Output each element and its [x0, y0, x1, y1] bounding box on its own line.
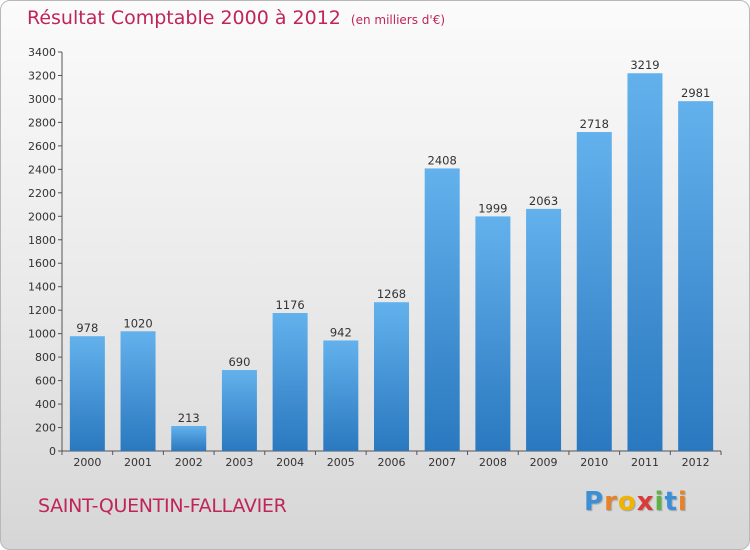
logo-letter: i [654, 487, 665, 517]
x-tick-label: 2005 [327, 456, 355, 469]
y-tick-label: 200 [35, 422, 56, 435]
chart-unit: (en milliers d'€) [350, 13, 446, 27]
x-tick-label: 2007 [428, 456, 456, 469]
data-label-2010: 2718 [580, 117, 609, 131]
y-tick-label: 1800 [28, 234, 56, 247]
bar-2009 [526, 208, 562, 451]
y-tick-label: 1200 [28, 304, 56, 317]
location-name: SAINT-QUENTIN-FALLAVIER [38, 495, 287, 517]
data-label-2007: 2408 [428, 153, 457, 167]
x-tick-label: 2012 [682, 456, 710, 469]
x-tick-label: 2008 [479, 456, 507, 469]
y-tick-label: 3400 [28, 46, 56, 59]
bar-2004 [272, 312, 308, 451]
logo-letter: x [636, 487, 655, 517]
chart-title: Résultat Comptable 2000 à 2012 [27, 7, 341, 29]
bar-2012 [678, 101, 714, 451]
logo-letter: t [664, 487, 678, 517]
bar-2002 [171, 426, 207, 451]
logo-letter: P [584, 487, 605, 517]
y-tick-label: 2000 [28, 210, 56, 223]
y-tick-label: 800 [35, 351, 56, 364]
data-label-2001: 1020 [123, 316, 152, 330]
proxiti-logo: Proxiti [584, 487, 688, 517]
y-tick-label: 3000 [28, 93, 56, 106]
chart-title-block: Résultat Comptable 2000 à 2012 (en millie… [27, 7, 445, 29]
data-label-2012: 2981 [681, 86, 710, 100]
bars-group [69, 73, 714, 452]
data-label-2000: 978 [76, 321, 98, 335]
data-label-2004: 1176 [275, 298, 304, 312]
x-tick-label: 2010 [580, 456, 608, 469]
data-label-2011: 3219 [630, 58, 659, 72]
bar-2011 [627, 73, 663, 452]
data-labels-group: 978 1020 213 690 1176 942 1268 2408 1999 2063 2718… [76, 58, 710, 425]
x-tick-label: 2002 [175, 456, 203, 469]
x-tick-label: 2006 [378, 456, 406, 469]
logo-letter: o [617, 487, 637, 517]
y-tick-label: 2600 [28, 140, 56, 153]
y-tick-label: 2400 [28, 163, 56, 176]
x-tick-label: 2003 [225, 456, 253, 469]
bar-2003 [221, 370, 257, 451]
bar-2005 [323, 340, 359, 451]
y-axis: 0 200 400 600 800 1000 1200 1400 1600 1800 2000 220… [28, 46, 63, 458]
bar-2007 [424, 168, 460, 451]
data-label-2006: 1268 [377, 287, 406, 301]
bar-2008 [475, 216, 511, 451]
y-tick-label: 2800 [28, 116, 56, 129]
logo-letter: r [604, 487, 618, 517]
y-tick-label: 2200 [28, 187, 56, 200]
y-tick-label: 1400 [28, 281, 56, 294]
y-tick-label: 600 [35, 375, 56, 388]
y-tick-label: 1000 [28, 328, 56, 341]
bar-2006 [374, 302, 409, 451]
x-tick-label: 2009 [530, 456, 558, 469]
x-tick-label: 2001 [124, 456, 152, 469]
bar-2010 [576, 132, 612, 451]
y-tick-label: 0 [49, 445, 56, 458]
data-label-2002: 213 [178, 411, 200, 425]
bar-2001 [120, 331, 156, 451]
x-tick-label: 2011 [631, 456, 659, 469]
data-label-2009: 2063 [529, 194, 558, 208]
data-label-2005: 942 [330, 325, 352, 339]
x-tick-label: 2000 [73, 456, 101, 469]
x-tick-label: 2004 [276, 456, 304, 469]
x-axis: 2000 2001 2002 2003 2004 2005 2006 2007 2008 2009… [61, 450, 722, 469]
y-tick-label: 1600 [28, 257, 56, 270]
data-label-2008: 1999 [478, 201, 507, 215]
logo-letter: i [677, 487, 688, 517]
bar-2000 [69, 336, 105, 451]
data-label-2003: 690 [228, 355, 250, 369]
y-tick-label: 3200 [28, 69, 56, 82]
y-tick-label: 400 [35, 398, 56, 411]
